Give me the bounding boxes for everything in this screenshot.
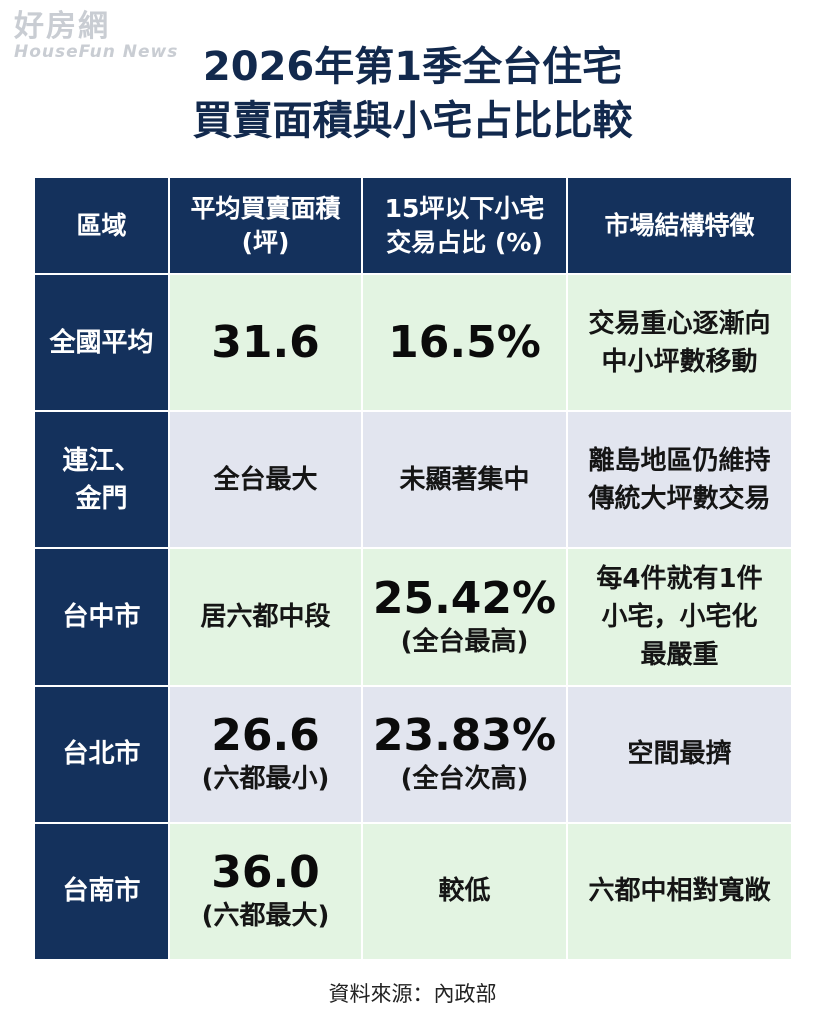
region-label: 連江、 xyxy=(62,445,141,476)
region-cell: 台中市 xyxy=(33,547,170,687)
watermark-brand: 好房網 xyxy=(14,9,110,44)
feature-line: 離島地區仍維持 xyxy=(588,445,771,476)
region-label: 台北市 xyxy=(62,739,141,770)
feature-cell: 每4件就有1件 小宅，小宅化 最嚴重 xyxy=(566,547,793,687)
avg-area-value: 26.6 xyxy=(211,710,320,762)
feature-cell: 六都中相對寬敞 xyxy=(566,821,793,962)
region-cell: 台南市 xyxy=(33,821,170,962)
page-title: 2026年第1季全台住宅 買賣面積與小宅占比比較 xyxy=(0,40,825,148)
feature-line: 中小坪數移動 xyxy=(601,346,758,377)
avg-area-cell: 26.6 (六都最小) xyxy=(168,684,363,824)
share-note: (全台最高) xyxy=(400,626,529,657)
feature-line: 傳統大坪數交易 xyxy=(588,483,771,514)
header-avg-area-line2: (坪) xyxy=(241,227,290,257)
title-line-2: 買賣面積與小宅占比比較 xyxy=(192,98,633,144)
table-row: 台南市 36.0 (六都最大) 較低 六都中相對寬敞 xyxy=(33,821,793,962)
region-label: 全國平均 xyxy=(49,327,154,358)
avg-area-value: 全台最大 xyxy=(213,464,318,495)
header-avg-area: 平均買賣面積 (坪) xyxy=(168,176,363,275)
header-share-line2: 交易占比 (%) xyxy=(386,227,543,257)
header-market-feature: 市場結構特徵 xyxy=(566,176,793,275)
watermark-brand-sub: HouseFun News xyxy=(14,42,179,62)
share-cell: 未顯著集中 xyxy=(361,410,568,550)
avg-area-note: (六都最小) xyxy=(201,764,330,795)
feature-cell: 空間最擠 xyxy=(566,684,793,824)
source-note: 資料來源：內政部 xyxy=(328,982,497,1006)
share-value: 25.42% xyxy=(372,572,557,624)
header-row: 區域 平均買賣面積 (坪) 15坪以下小宅 交易占比 (%) 市場結構特徵 xyxy=(33,176,793,275)
region-label: 台中市 xyxy=(62,601,141,632)
share-cell: 16.5% xyxy=(361,272,568,413)
header-feature-label: 市場結構特徵 xyxy=(604,210,755,240)
share-value: 未顯著集中 xyxy=(399,464,530,495)
table-row: 連江、 金門 全台最大 未顯著集中 離島地區仍維持 傳統大坪數交易 xyxy=(33,410,793,550)
title-line-1: 2026年第1季全台住宅 xyxy=(202,44,623,90)
header-small-unit-share: 15坪以下小宅 交易占比 (%) xyxy=(361,176,568,275)
table-row: 全國平均 31.6 16.5% 交易重心逐漸向 中小坪數移動 xyxy=(33,272,793,413)
table-row: 台中市 居六都中段 25.42% (全台最高) 每4件就有1件 小宅，小宅化 最… xyxy=(33,547,793,687)
feature-line: 空間最擠 xyxy=(627,739,732,770)
region-label: 金門 xyxy=(75,483,128,514)
feature-line: 最嚴重 xyxy=(640,639,719,670)
share-value: 23.83% xyxy=(372,710,557,762)
avg-area-value: 31.6 xyxy=(211,316,320,368)
header-avg-area-line1: 平均買賣面積 xyxy=(190,193,341,223)
share-cell: 23.83% (全台次高) xyxy=(361,684,568,824)
feature-line: 交易重心逐漸向 xyxy=(588,308,771,339)
share-value: 較低 xyxy=(438,876,491,907)
header-share-line1: 15坪以下小宅 xyxy=(384,193,545,223)
region-cell: 台北市 xyxy=(33,684,170,824)
feature-line: 六都中相對寬敞 xyxy=(588,876,771,907)
share-note: (全台次高) xyxy=(400,764,529,795)
table-row: 台北市 26.6 (六都最小) 23.83% (全台次高) 空間最擠 xyxy=(33,684,793,824)
avg-area-cell: 居六都中段 xyxy=(168,547,363,687)
feature-line: 每4件就有1件 xyxy=(596,563,763,594)
region-label: 台南市 xyxy=(62,876,141,907)
share-cell: 25.42% (全台最高) xyxy=(361,547,568,687)
share-value: 16.5% xyxy=(388,316,541,368)
avg-area-cell: 36.0 (六都最大) xyxy=(168,821,363,962)
region-cell: 連江、 金門 xyxy=(33,410,170,550)
share-cell: 較低 xyxy=(361,821,568,962)
avg-area-cell: 31.6 xyxy=(168,272,363,413)
header-region: 區域 xyxy=(33,176,170,275)
region-cell: 全國平均 xyxy=(33,272,170,413)
avg-area-cell: 全台最大 xyxy=(168,410,363,550)
avg-area-note: (六都最大) xyxy=(201,901,330,932)
comparison-table: 區域 平均買賣面積 (坪) 15坪以下小宅 交易占比 (%) 市場結構特徵 全國… xyxy=(33,176,793,962)
feature-line: 小宅，小宅化 xyxy=(601,601,758,632)
feature-cell: 交易重心逐漸向 中小坪數移動 xyxy=(566,272,793,413)
avg-area-value: 36.0 xyxy=(211,847,320,899)
feature-cell: 離島地區仍維持 傳統大坪數交易 xyxy=(566,410,793,550)
avg-area-value: 居六都中段 xyxy=(200,601,331,632)
header-region-label: 區域 xyxy=(76,210,127,240)
watermark-logo: 好房網 HouseFun News xyxy=(14,12,178,61)
